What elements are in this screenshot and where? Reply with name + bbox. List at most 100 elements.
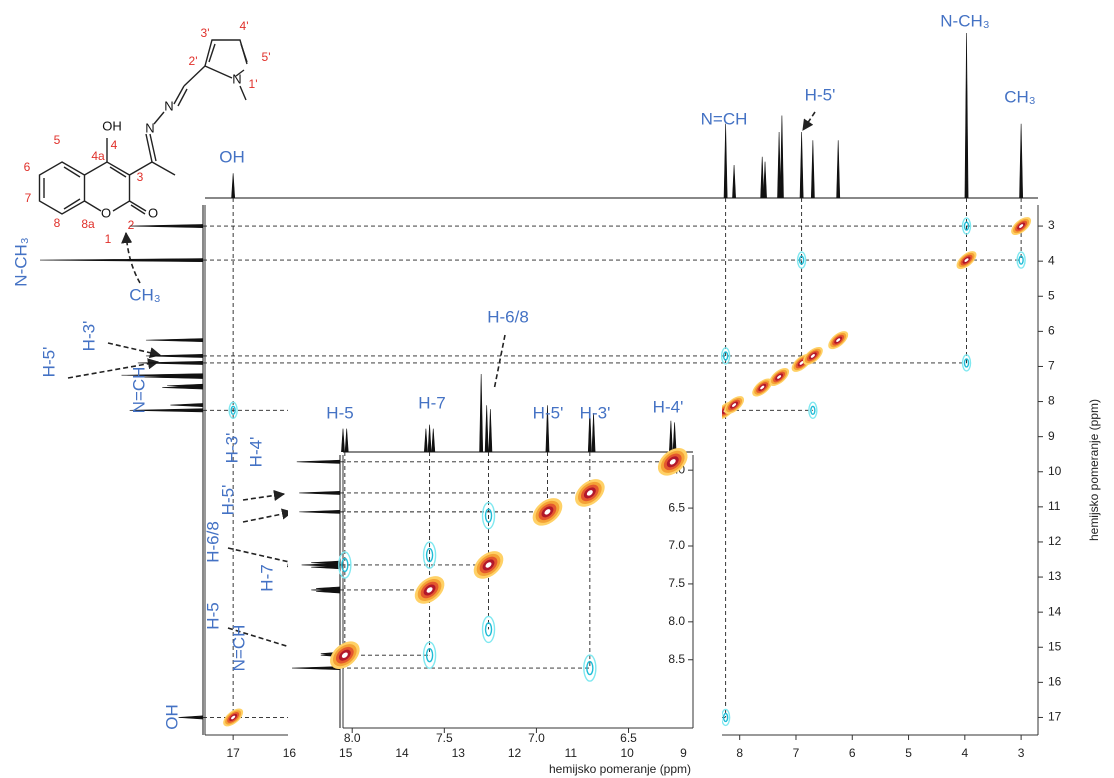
atom-label: N (164, 98, 173, 113)
bond (129, 161, 153, 176)
contour-level (963, 358, 970, 368)
bond (153, 111, 165, 125)
spectrum-peak (170, 403, 204, 407)
contour-level (810, 354, 815, 358)
cross-peak (808, 401, 818, 420)
atom-number: 2 (128, 218, 135, 232)
contour-level (425, 648, 434, 663)
contour-level (964, 258, 969, 262)
peak-label: H-6/8 (203, 521, 222, 563)
y-tick-label: 15 (1048, 639, 1062, 653)
peak-label: OH (219, 147, 245, 166)
y-tick-label: 17 (1048, 710, 1062, 724)
bond (239, 85, 247, 101)
peak-label: H-7 (418, 393, 445, 412)
peak-label: H-5' (533, 403, 564, 422)
spectrum-peak (780, 115, 784, 199)
x-tick-label: 4 (961, 746, 968, 760)
contour-level (722, 712, 729, 723)
contour-level (760, 385, 765, 390)
contour-level (1018, 255, 1024, 265)
x-tick-label: 6 (849, 746, 856, 760)
x-tick-label: 11 (565, 746, 578, 760)
bond (109, 166, 127, 178)
spectrum-peak (479, 373, 484, 453)
y-tick-label: 3 (1048, 218, 1055, 232)
y-tick-label: 16 (1048, 675, 1062, 689)
spectrum-peak (167, 383, 204, 388)
bond (183, 65, 206, 87)
y-tick-label: 8 (1048, 394, 1055, 408)
bond (84, 200, 102, 212)
contour-level (341, 557, 349, 573)
arrow (802, 111, 816, 131)
y-tick-label: 9 (1048, 429, 1055, 443)
spectrum-peak (587, 409, 592, 453)
atom-number: 1 (105, 232, 112, 246)
spectrum-peak (777, 131, 781, 199)
x-axis-label: hemijsko pomeranje (ppm) (549, 762, 691, 776)
y-tick-label: 8.0 (668, 614, 685, 628)
arrow (121, 231, 141, 284)
cross-peak (1016, 251, 1026, 269)
atom-number: 6 (24, 160, 31, 174)
arrow (227, 547, 300, 568)
cross-peak (481, 501, 496, 530)
spectrum-peak (341, 428, 345, 453)
x-tick-label: 10 (620, 746, 634, 760)
y-tick-label: 4 (1048, 253, 1055, 267)
arrow (488, 334, 506, 402)
atom-label: N (145, 120, 154, 135)
peak-label: H-3' (222, 433, 241, 464)
contour-level (230, 405, 236, 416)
spectrum-peak (311, 565, 341, 570)
contour-level (722, 351, 729, 361)
peak-label: CH₃ (129, 285, 160, 304)
contour-level (544, 509, 551, 515)
spectrum-peak (427, 424, 432, 453)
atom-number: 3 (137, 170, 144, 184)
bond (149, 133, 157, 162)
atom-label: OH (102, 118, 122, 133)
bond (151, 161, 176, 176)
atom-label: O (101, 205, 111, 220)
y-tick-label: 7.5 (668, 576, 685, 590)
x-tick-label: 9 (680, 746, 687, 760)
contour-level (732, 403, 737, 407)
contour-level (777, 375, 782, 379)
spectrum-peak (145, 354, 204, 358)
spectrum-peak (231, 173, 236, 199)
spectrum-peak (129, 224, 204, 228)
contour-level (231, 715, 236, 720)
arrow (67, 358, 160, 379)
atom-number: 7 (25, 191, 32, 205)
x-tick-label: 6.5 (620, 731, 637, 745)
atom-number: 8 (54, 216, 61, 230)
spectrum-peak (299, 509, 341, 514)
bond (208, 43, 216, 63)
peak-label: N=CH (229, 625, 248, 672)
cross-peak (796, 251, 807, 269)
peak-label: N-CH₃ (11, 237, 30, 286)
x-tick-label: 8.0 (344, 731, 361, 745)
contour-level (669, 459, 676, 465)
x-tick-label: 3 (1018, 746, 1025, 760)
bond (177, 88, 188, 107)
spectrum-peak (723, 123, 728, 199)
peak-label: H-5' (218, 485, 237, 516)
peak-label: H-3' (79, 321, 98, 352)
atom-number: 3' (201, 26, 210, 40)
x-tick-label: 14 (395, 746, 409, 760)
y-tick-label: 7.0 (668, 538, 685, 552)
peak-label: CH₃ (1004, 87, 1035, 106)
peak-label: H-5' (39, 347, 58, 378)
spectrum-peak (799, 131, 804, 199)
x-tick-label: 15 (339, 746, 353, 760)
y-tick-label: 11 (1048, 499, 1061, 513)
contour-level (586, 660, 594, 676)
contour-level (810, 405, 816, 416)
x-tick-label: 16 (283, 746, 297, 760)
spectrum-peak (315, 589, 341, 594)
peak-label: OH (162, 704, 181, 730)
cross-peak (422, 541, 437, 569)
